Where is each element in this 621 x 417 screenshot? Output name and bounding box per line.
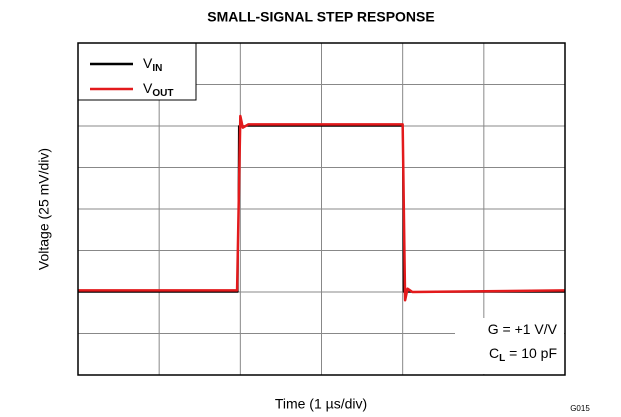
annotation-text: C <box>489 345 499 361</box>
legend-name: V <box>143 80 153 96</box>
legend-subscript: IN <box>152 63 162 74</box>
annotation: CL = 10 pF <box>489 345 557 364</box>
series-line <box>78 114 566 302</box>
chart-title: SMALL-SIGNAL STEP RESPONSE <box>207 9 434 25</box>
legend-subscript: OUT <box>152 88 173 99</box>
annotation-text: = 10 pF <box>505 345 557 361</box>
annotation-subscript: L <box>499 353 505 364</box>
legend-label: VIN <box>143 55 162 74</box>
plot-frame <box>77 42 566 376</box>
legend-label: VOUT <box>143 80 173 99</box>
x-axis-label: Time (1 µs/div) <box>275 396 367 412</box>
annotation: G = +1 V/V <box>488 321 558 337</box>
annotation-box <box>455 318 564 374</box>
legend-box <box>77 42 197 101</box>
y-axis-label: Voltage (25 mV/div) <box>36 148 52 270</box>
legend-name: V <box>143 55 153 71</box>
annotation-text: G = +1 V/V <box>488 321 558 337</box>
footnote: G015 <box>570 404 590 413</box>
